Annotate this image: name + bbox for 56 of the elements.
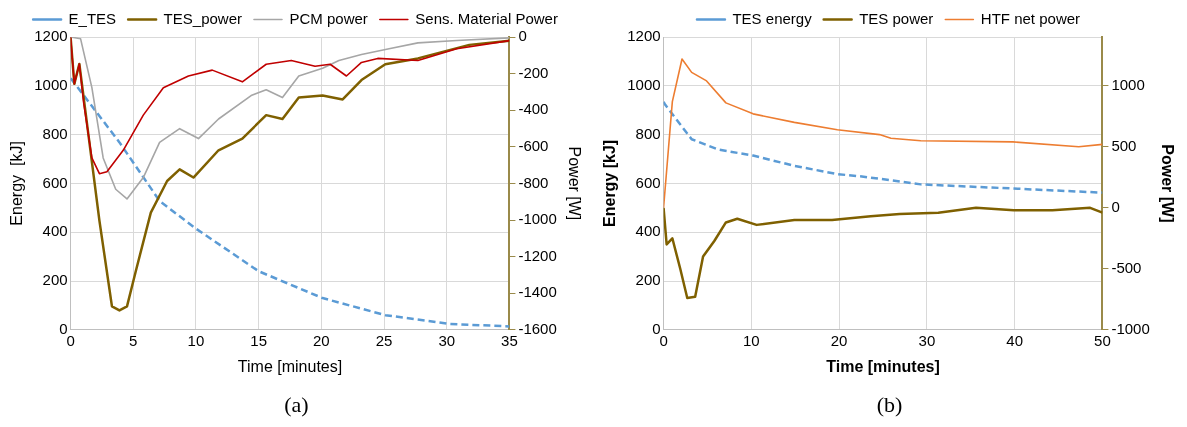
y-tick-label: 400 [635, 222, 661, 240]
y2-tick-label: -400 [518, 100, 549, 118]
y2-tick-label: -1200 [518, 246, 557, 264]
y2-tick-label: 0 [518, 27, 527, 45]
line-series [663, 100, 1103, 194]
text: (b) [875, 392, 904, 418]
x-tick-label: 35 [501, 331, 518, 349]
y-tick-label: 600 [635, 173, 661, 191]
y-axis-title: Energy [kJ] [601, 139, 619, 227]
x-tick-label: 50 [1094, 331, 1111, 349]
text: (a) [283, 392, 310, 418]
x-tick-label: 10 [187, 331, 205, 349]
y-tick-label: 600 [42, 173, 68, 191]
y2-tick-label: -1000 [1111, 319, 1150, 337]
x-tick-label: 20 [830, 331, 848, 349]
x-tick-label: 10 [743, 331, 760, 349]
x-tick-label: 5 [129, 331, 138, 349]
y2-tick-label: -1000 [518, 210, 557, 228]
y-tick-label: 0 [59, 319, 68, 337]
x-tick-label: 15 [250, 331, 267, 349]
y-axis-title: Energy [kJ] [8, 141, 26, 226]
legend-label: TES power [859, 9, 934, 27]
legend-label: PCM power [289, 9, 368, 27]
y2-tick-label: -600 [518, 136, 549, 154]
y2-axis-title: Power [W] [565, 146, 583, 221]
legend-label: TES energy [732, 9, 813, 27]
y-tick-label: 800 [42, 124, 68, 142]
y-tick-label: 200 [42, 271, 68, 289]
y2-tick-label: 0 [1111, 197, 1120, 215]
y2-tick-label: -500 [1111, 258, 1142, 276]
y-tick-label: 1200 [627, 27, 661, 45]
y-tick-label: 1000 [34, 75, 68, 93]
y-tick-label: 1000 [627, 75, 661, 93]
y-tick-label: 1200 [34, 27, 68, 45]
legend-label: HTF net power [980, 9, 1081, 27]
y-tick-label: 200 [635, 271, 661, 289]
x-tick-label: 20 [313, 331, 330, 349]
legend-label: Sens. Material Power [415, 9, 558, 27]
y2-axis-title: Power [W] [1158, 144, 1176, 223]
legend-label: E_TES [68, 9, 117, 27]
y2-tick-label: -800 [518, 173, 549, 191]
y2-tick-label: 500 [1111, 136, 1137, 154]
x-tick-label: 25 [375, 331, 393, 349]
y-tick-label: 0 [652, 319, 661, 337]
legend-label: TES_power [163, 9, 242, 27]
y2-tick-label: -1400 [518, 283, 557, 301]
x-tick-label: 40 [1006, 331, 1024, 349]
x-tick-label: 30 [438, 331, 456, 349]
x-tick-label: 30 [918, 331, 936, 349]
x-axis-title: Time [minutes] [826, 357, 940, 375]
y-tick-label: 800 [635, 124, 661, 142]
y2-tick-label: -200 [518, 63, 549, 81]
x-axis-title: Time [minutes] [237, 357, 343, 375]
y-tick-label: 400 [42, 222, 68, 240]
y2-tick-label: -1600 [518, 319, 557, 337]
y2-tick-label: 1000 [1111, 75, 1145, 93]
